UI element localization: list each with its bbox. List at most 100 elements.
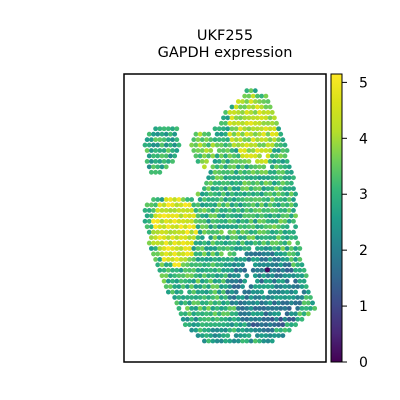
expression-spot bbox=[178, 202, 184, 208]
expression-spot bbox=[155, 240, 161, 246]
expression-spot bbox=[212, 169, 218, 175]
expression-spot bbox=[197, 273, 203, 279]
expression-spot bbox=[293, 322, 298, 328]
expression-spot bbox=[155, 262, 161, 268]
expression-spot bbox=[257, 273, 262, 279]
expression-spot bbox=[210, 186, 216, 192]
expression-spot bbox=[157, 169, 163, 175]
expression-spot bbox=[229, 289, 235, 295]
expression-spot bbox=[168, 284, 173, 289]
expression-spot bbox=[195, 267, 201, 273]
expression-spot bbox=[235, 305, 241, 311]
expression-spot bbox=[282, 327, 288, 333]
expression-spot bbox=[252, 218, 258, 224]
expression-spot bbox=[225, 126, 231, 132]
expression-spot bbox=[168, 131, 173, 137]
expression-spot bbox=[180, 197, 186, 202]
expression-spot bbox=[187, 289, 192, 295]
expression-spot bbox=[301, 278, 307, 284]
expression-spot bbox=[225, 148, 231, 153]
expression-spot bbox=[231, 218, 237, 224]
expression-spot bbox=[250, 267, 256, 273]
expression-spot bbox=[267, 278, 273, 284]
expression-spot bbox=[255, 191, 260, 197]
expression-spot bbox=[206, 240, 212, 246]
expression-spot bbox=[174, 300, 180, 306]
expression-spot bbox=[199, 246, 205, 251]
expression-spot bbox=[204, 278, 209, 284]
expression-spot bbox=[269, 284, 275, 289]
expression-spot bbox=[204, 300, 209, 306]
expression-spot bbox=[146, 131, 152, 137]
expression-spot bbox=[291, 197, 296, 202]
expression-spot bbox=[244, 120, 250, 126]
expression-spot bbox=[291, 316, 296, 322]
expression-spot bbox=[227, 110, 233, 115]
expression-spot bbox=[299, 316, 305, 322]
expression-spot bbox=[165, 126, 171, 132]
expression-spot bbox=[193, 131, 199, 137]
expression-spot bbox=[216, 322, 222, 328]
expression-spot bbox=[231, 197, 237, 202]
expression-spot bbox=[233, 333, 239, 338]
expression-spot bbox=[168, 251, 173, 257]
expression-spot bbox=[308, 305, 313, 311]
expression-spot bbox=[225, 235, 231, 241]
expression-spot bbox=[142, 208, 148, 213]
expression-spot bbox=[227, 251, 233, 257]
expression-spot bbox=[269, 131, 275, 137]
expression-spot bbox=[288, 202, 294, 208]
expression-spot bbox=[233, 289, 239, 295]
expression-spot bbox=[240, 240, 245, 246]
expression-spot bbox=[225, 333, 231, 338]
expression-spot bbox=[161, 148, 167, 153]
expression-spot bbox=[170, 289, 175, 295]
expression-spot bbox=[269, 295, 275, 300]
expression-spot bbox=[263, 246, 269, 251]
expression-spot bbox=[248, 186, 254, 192]
expression-spot bbox=[282, 186, 288, 192]
expression-spot bbox=[187, 278, 192, 284]
expression-spot bbox=[244, 316, 250, 322]
expression-spot bbox=[214, 197, 220, 202]
expression-spot bbox=[176, 305, 182, 311]
expression-spot bbox=[178, 300, 184, 306]
expression-spot bbox=[269, 262, 275, 268]
expression-spot bbox=[265, 251, 271, 257]
expression-spot bbox=[278, 164, 284, 170]
expression-spot bbox=[263, 333, 269, 338]
expression-spot bbox=[238, 300, 243, 306]
expression-spot bbox=[235, 316, 241, 322]
expression-spot bbox=[163, 273, 169, 279]
expression-spot bbox=[218, 284, 224, 289]
expression-spot bbox=[238, 115, 243, 121]
expression-spot bbox=[225, 191, 231, 197]
expression-spot bbox=[269, 305, 275, 311]
expression-spot bbox=[278, 327, 284, 333]
expression-spot bbox=[180, 273, 186, 279]
expression-spot bbox=[197, 131, 203, 137]
expression-spot bbox=[280, 300, 286, 306]
expression-spot bbox=[276, 213, 282, 219]
expression-spot bbox=[151, 240, 156, 246]
expression-spot bbox=[165, 278, 171, 284]
expression-spot bbox=[248, 295, 254, 300]
expression-spot bbox=[274, 120, 279, 126]
expression-spot bbox=[163, 197, 169, 202]
expression-spot bbox=[174, 289, 180, 295]
expression-spot bbox=[218, 229, 224, 235]
expression-spot bbox=[148, 235, 154, 241]
expression-spot bbox=[180, 240, 186, 246]
expression-spot bbox=[231, 327, 237, 333]
expression-spot bbox=[288, 322, 294, 328]
expression-spot bbox=[252, 305, 258, 311]
expression-spot bbox=[276, 169, 282, 175]
expression-spot bbox=[257, 338, 262, 344]
expression-spot bbox=[233, 322, 239, 328]
expression-spot bbox=[308, 295, 313, 300]
expression-spot bbox=[157, 256, 163, 262]
expression-spot bbox=[229, 126, 235, 132]
expression-spot bbox=[210, 142, 216, 148]
expression-spot bbox=[193, 229, 199, 235]
expression-spot bbox=[165, 267, 171, 273]
